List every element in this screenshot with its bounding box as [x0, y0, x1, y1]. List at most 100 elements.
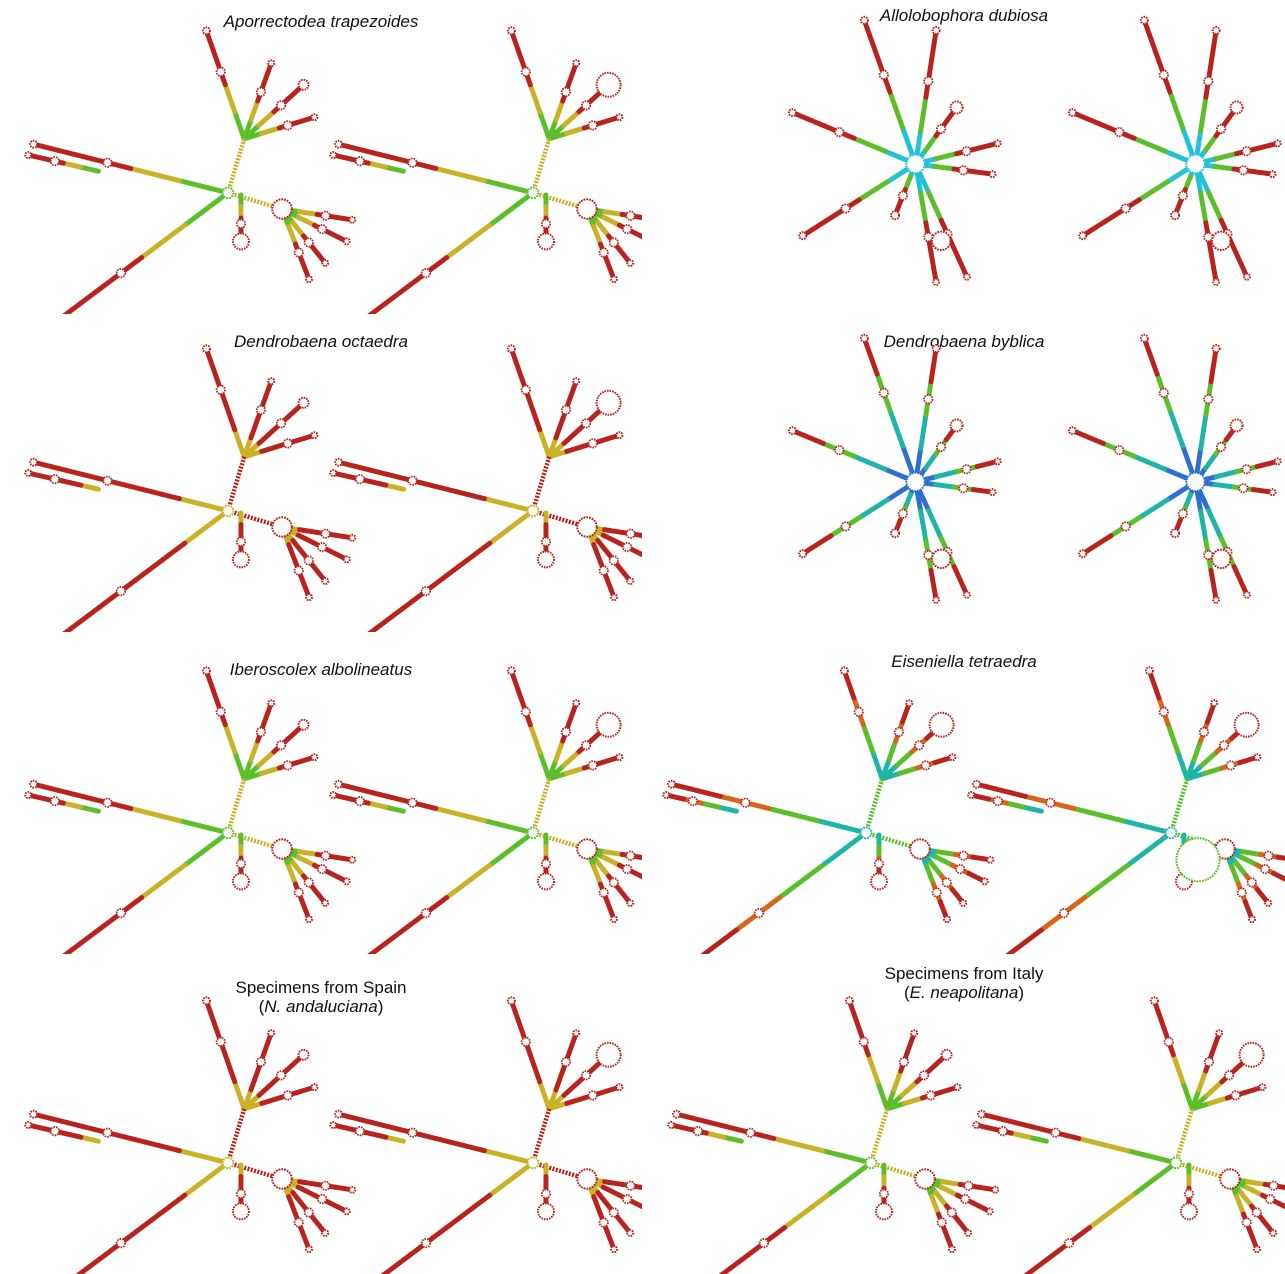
stem-right-a-segment: [637, 1184, 642, 1190]
structure-left: [787, 333, 1002, 604]
stem-right-d-segment: [286, 224, 298, 247]
junction-lower: [931, 548, 952, 570]
stem-top-hairpin: [201, 666, 211, 676]
stem-arm-5-segment: [1250, 169, 1276, 177]
stem-left-segment: [176, 818, 231, 836]
stem-arm-3-segment: [800, 215, 834, 239]
stem-arm-5-bulge: [958, 483, 969, 494]
stem-upper-right-b-segment: [1199, 749, 1220, 768]
structure-right: [329, 26, 642, 314]
stem-top-segment: [527, 1052, 543, 1085]
stem-upper-right-c-segment: [1189, 1100, 1213, 1112]
stem-top-segment: [537, 427, 552, 460]
stem-top-segment: [232, 1079, 247, 1112]
stem-right-b-segment: [295, 1184, 317, 1198]
stem-lower-left-segment: [1125, 830, 1174, 868]
stem-lower-left-segment: [75, 1257, 101, 1274]
stem-pendant-hairpin: [874, 1202, 893, 1221]
stem-right-b-hairpin: [342, 555, 351, 564]
stem-top-segment: [527, 82, 543, 115]
stem-left-tip-hairpin: [24, 151, 33, 159]
stem-right-a-segment: [1240, 849, 1263, 857]
panel-title: Aporrectodea trapezoides: [223, 12, 419, 31]
stem-top-bulge: [520, 66, 531, 77]
stem-right-d-bulge: [1241, 1217, 1252, 1228]
stem-upper-right-c-bulge: [1225, 760, 1236, 771]
stem-right-d-segment: [286, 1194, 298, 1217]
stem-top-bulge: [853, 706, 864, 717]
stem-top-hairpin: [839, 666, 849, 676]
stem-arm-2-bulge: [1114, 444, 1125, 456]
stem-arm-3-hairpin: [1078, 549, 1088, 559]
stem-lower-left-segment: [820, 830, 869, 868]
stem-lower-left-segment: [182, 190, 231, 228]
stem-right-b-bulge: [622, 223, 633, 235]
stem-arm-7-segment: [928, 567, 939, 603]
stem-upper-right-a-hairpin: [1215, 1029, 1224, 1038]
stem-right-a-hairpin: [348, 215, 357, 224]
stem-left-segment: [1119, 818, 1174, 836]
stem-left-segment: [1071, 806, 1125, 824]
stem-arm-3-segment: [856, 179, 890, 203]
stem-upper-right-c-hairpin: [310, 1083, 319, 1092]
stem-left-segment: [433, 1136, 487, 1154]
stem-right-c-bulge: [1246, 877, 1257, 888]
junction-central: [905, 153, 926, 175]
connector: [532, 190, 588, 212]
stem-right-d-hairpin: [610, 275, 618, 284]
stem-top-segment: [1170, 1052, 1186, 1085]
stem-right-b-bulge: [317, 223, 328, 235]
stem-arm-7-segment: [928, 249, 939, 285]
junction-right: [271, 838, 293, 860]
connector: [1173, 1108, 1195, 1164]
stem-right-c-bulge: [1251, 1207, 1262, 1218]
stem-arm-9-hairpin: [949, 100, 964, 115]
stem-pendant-hairpin: [1179, 1202, 1198, 1221]
stem-upper-right-c-hairpin: [615, 1083, 624, 1092]
stem-top-segment: [203, 346, 219, 379]
stem-left-bulge: [407, 797, 418, 808]
stem-upper-right-b-hairpin: [928, 711, 955, 738]
stem-arm-6-segment: [1205, 189, 1224, 223]
stem-arm-0-bulge: [1158, 69, 1169, 80]
stem-right-a-segment: [637, 214, 642, 220]
stem-right-a-bulge: [958, 850, 969, 861]
stem-arm-0-hairpin: [1139, 15, 1149, 25]
stem-upper-right-b-hairpin: [297, 718, 310, 731]
panel-specimens-italy: Specimens from Italy (E. neapolitana): [643, 960, 1285, 1274]
stem-top-segment: [203, 668, 219, 701]
stem-upper-right-b-segment: [894, 749, 915, 768]
stem-right-a-segment: [297, 527, 320, 535]
junction-right: [576, 198, 598, 220]
stem-top-hairpin: [506, 26, 516, 36]
junction-lower: [931, 230, 952, 252]
stem-upper-right-a-bulge: [255, 726, 267, 738]
stem-lower-left-segment: [777, 862, 826, 901]
connector: [530, 138, 552, 194]
stem-top-hairpin: [201, 996, 211, 1006]
stem-lower-left-bulge: [115, 586, 126, 597]
stem-right-b-segment: [600, 214, 622, 228]
structure-right: [967, 666, 1285, 954]
stem-right-b-segment: [633, 1200, 642, 1210]
stem-right-b-bulge: [1265, 1193, 1276, 1205]
stem-upper-right-b-segment: [256, 427, 277, 446]
stem-left-hairpin: [334, 1109, 344, 1119]
stem-right-d-hairpin: [610, 915, 618, 924]
stem-upper-right-a-segment: [553, 416, 566, 441]
stem-upper-right-a-hairpin: [1210, 699, 1219, 708]
stem-upper-right-c-segment: [546, 1100, 570, 1112]
stem-right-d-segment: [286, 864, 298, 887]
stem-upper-right-b-bulge: [580, 1070, 592, 1081]
stem-arm-9-segment: [1203, 133, 1219, 153]
stem-lower-left-segment: [825, 1160, 874, 1198]
stem-lower-left-segment: [139, 222, 188, 261]
stem-right-d-bulge: [598, 1217, 609, 1228]
stem-left-tip-hairpin: [24, 791, 33, 799]
stem-right-c-hairpin: [964, 1229, 973, 1237]
stem-top-segment: [232, 749, 247, 782]
stem-left-tip-bulge: [49, 796, 60, 807]
stem-left-tip-bulge: [49, 156, 60, 167]
stem-arm-3-segment: [1080, 533, 1114, 557]
stem-upper-right-a-bulge: [255, 86, 267, 98]
